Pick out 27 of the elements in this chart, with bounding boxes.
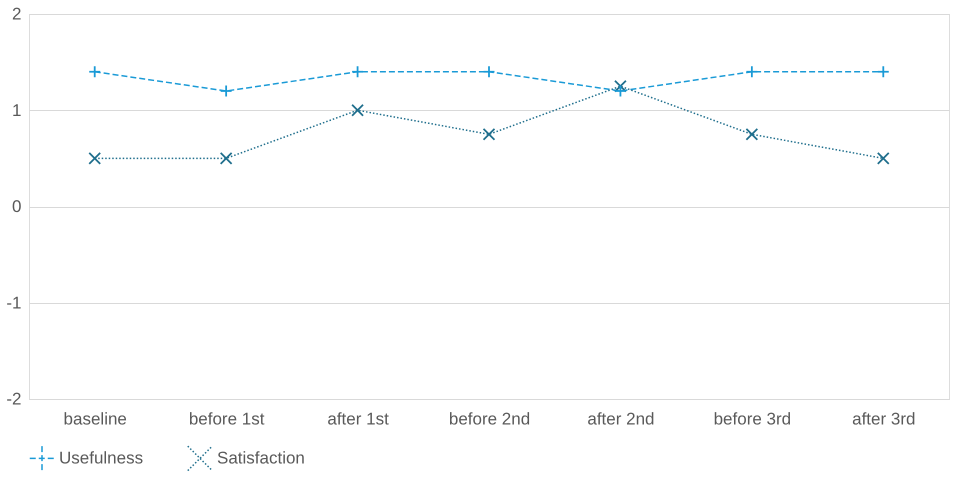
x-tick-label: before 3rd: [714, 410, 792, 428]
point: [745, 65, 758, 78]
point: [745, 128, 758, 141]
y-tick-label: 2: [12, 4, 22, 24]
point: [351, 65, 364, 78]
y-tick-label: 0: [12, 197, 22, 216]
y-tick-label: 1: [12, 100, 22, 120]
x-tick-label: before 2nd: [448, 410, 530, 428]
point: [220, 84, 233, 98]
y-tick-label: -1: [6, 293, 22, 312]
point: [876, 152, 890, 165]
point: [876, 65, 890, 78]
x-tick-label: before 1st: [188, 410, 265, 428]
point: [351, 104, 364, 117]
y-tick-label: -2: [6, 390, 22, 408]
point: [88, 152, 102, 165]
point: [482, 65, 496, 78]
legend-label: Satisfaction: [217, 448, 305, 468]
x-tick-label: after 3rd: [852, 410, 916, 428]
point: [614, 84, 627, 98]
x-tick-label: baseline: [64, 410, 127, 428]
point: [220, 152, 233, 165]
point: [88, 65, 102, 78]
x-tick-label: after 1st: [327, 410, 390, 428]
legend-label: Usefulness: [59, 448, 144, 468]
point: [482, 128, 496, 141]
x-tick-label: after 2nd: [587, 410, 654, 428]
